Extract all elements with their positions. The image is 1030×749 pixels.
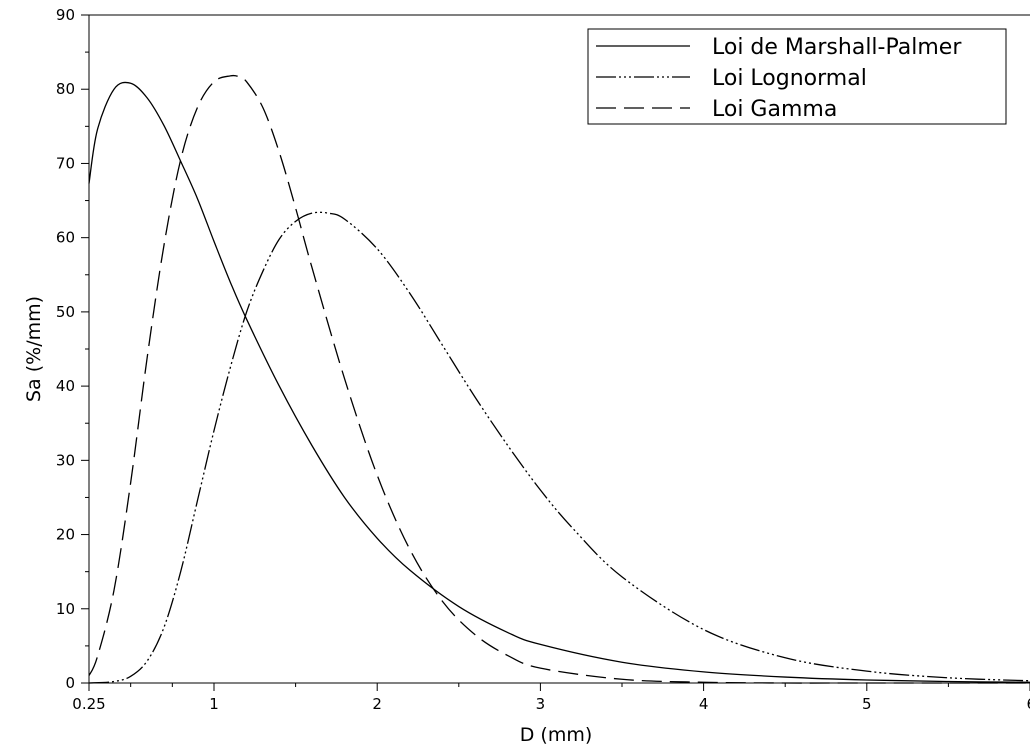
x-tick-label: 6 [1026, 695, 1030, 713]
y-tick-label: 80 [56, 80, 75, 98]
legend-label-marshall-palmer: Loi de Marshall-Palmer [712, 35, 962, 60]
y-tick-label: 40 [56, 377, 75, 395]
series-line-marshall-palmer [88, 81, 1030, 683]
y-tick-label: 60 [56, 229, 75, 247]
x-tick-label: 1 [209, 695, 219, 713]
legend-label-gamma: Loi Gamma [712, 97, 837, 122]
tick-labels-group: 0 10 20 30 40 50 60 70 80 90 0.25 1 2 3 4 5 6 [56, 6, 1030, 713]
legend-label-lognormal: Loi Lognormal [712, 66, 867, 91]
x-tick-label: 0.25 [72, 695, 105, 713]
series-line-lognormal [88, 211, 1030, 684]
y-tick-label: 50 [56, 303, 75, 321]
x-axis-label: D (mm) [520, 724, 593, 746]
x-tick-label: 2 [372, 695, 382, 713]
y-tick-label: 90 [56, 6, 75, 24]
y-axis-label: Sa (%/mm) [23, 296, 45, 402]
y-tick-label: 0 [65, 674, 75, 692]
y-tick-label: 30 [56, 451, 75, 469]
y-tick-label: 20 [56, 526, 75, 544]
y-tick-label: 10 [56, 600, 75, 618]
x-tick-label: 5 [862, 695, 872, 713]
x-tick-label: 3 [536, 695, 546, 713]
x-tick-label: 4 [699, 695, 709, 713]
ticks-group [81, 14, 1030, 691]
y-tick-label: 70 [56, 154, 75, 172]
series-lines-group [88, 74, 1030, 684]
legend: Loi de Marshall-Palmer Loi Lognormal Loi… [587, 28, 1007, 125]
series-line-gamma [88, 74, 1030, 684]
